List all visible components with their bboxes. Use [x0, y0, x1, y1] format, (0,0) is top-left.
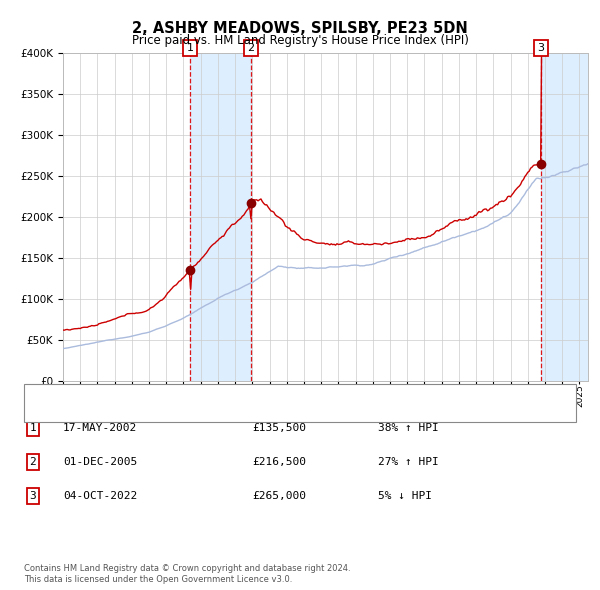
Text: £135,500: £135,500	[252, 423, 306, 432]
Text: 04-OCT-2022: 04-OCT-2022	[63, 491, 137, 501]
Text: 3: 3	[538, 43, 544, 53]
Text: 17-MAY-2002: 17-MAY-2002	[63, 423, 137, 432]
Text: 2: 2	[29, 457, 37, 467]
Text: ———: ———	[36, 404, 77, 418]
Text: Price paid vs. HM Land Registry's House Price Index (HPI): Price paid vs. HM Land Registry's House …	[131, 34, 469, 47]
Text: £265,000: £265,000	[252, 491, 306, 501]
Text: 01-DEC-2005: 01-DEC-2005	[63, 457, 137, 467]
Text: Contains HM Land Registry data © Crown copyright and database right 2024.: Contains HM Land Registry data © Crown c…	[24, 565, 350, 573]
Text: 2, ASHBY MEADOWS, SPILSBY, PE23 5DN: 2, ASHBY MEADOWS, SPILSBY, PE23 5DN	[132, 21, 468, 35]
Text: This data is licensed under the Open Government Licence v3.0.: This data is licensed under the Open Gov…	[24, 575, 292, 584]
Text: £216,500: £216,500	[252, 457, 306, 467]
Text: 1: 1	[187, 43, 194, 53]
Text: 38% ↑ HPI: 38% ↑ HPI	[378, 423, 439, 432]
Text: 1: 1	[29, 423, 37, 432]
Text: 2: 2	[247, 43, 254, 53]
Text: 5% ↓ HPI: 5% ↓ HPI	[378, 491, 432, 501]
Bar	[541, 53, 588, 381]
Text: 3: 3	[29, 491, 37, 501]
Text: 2, ASHBY MEADOWS, SPILSBY, PE23 5DN (detached house): 2, ASHBY MEADOWS, SPILSBY, PE23 5DN (det…	[78, 389, 401, 399]
Text: 27% ↑ HPI: 27% ↑ HPI	[378, 457, 439, 467]
Text: HPI: Average price, detached house, East Lindsey: HPI: Average price, detached house, East…	[78, 406, 349, 416]
Text: ———: ———	[36, 387, 77, 401]
Bar	[190, 53, 251, 381]
